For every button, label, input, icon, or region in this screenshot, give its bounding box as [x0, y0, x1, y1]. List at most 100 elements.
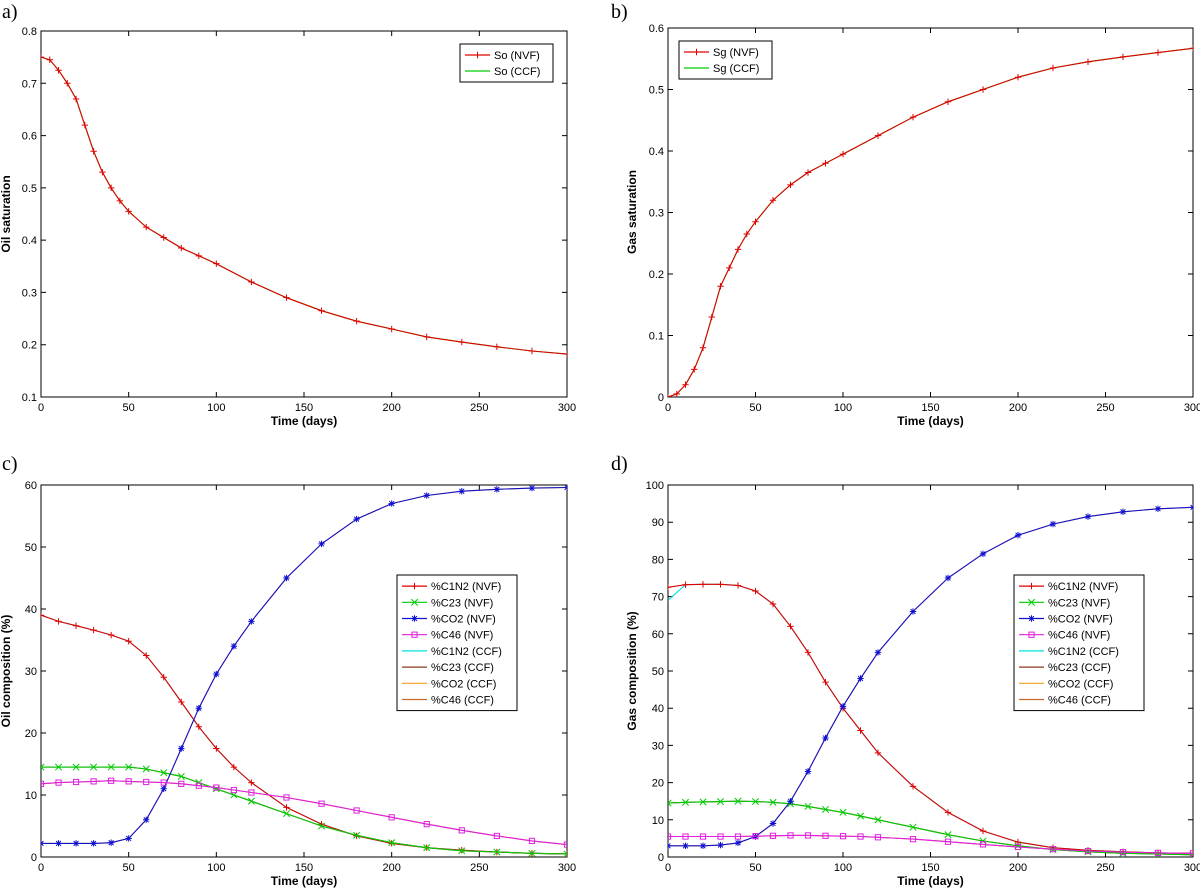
data-point	[563, 841, 567, 848]
data-point	[716, 798, 725, 806]
data-point	[213, 745, 220, 752]
data-point	[874, 749, 882, 757]
y-tick-label: 40	[25, 604, 37, 616]
data-point	[54, 763, 63, 771]
data-point	[353, 317, 360, 325]
data-point	[90, 763, 98, 771]
data-point	[1049, 846, 1057, 853]
x-tick-label: 50	[749, 402, 761, 414]
x-tick-label: 100	[207, 862, 225, 874]
data-point	[160, 779, 167, 786]
data-point	[528, 347, 536, 355]
legend-marker	[474, 51, 481, 59]
data-point	[821, 805, 830, 813]
data-point	[769, 600, 777, 608]
data-point	[41, 612, 45, 619]
data-point	[107, 763, 115, 771]
data-point	[72, 840, 80, 847]
legend-item: %C1N2 (NVF)	[1019, 581, 1118, 593]
legend-marker	[411, 631, 418, 638]
legend-item: %CO2 (CCF)	[1019, 678, 1113, 690]
data-point	[856, 812, 865, 820]
x-tick-label: 250	[470, 402, 488, 414]
x-axis-label: Time (days)	[897, 414, 963, 428]
legend-marker	[1028, 631, 1035, 638]
data-point	[743, 230, 750, 238]
y-tick-label: 70	[652, 592, 664, 604]
data-layer	[668, 45, 1193, 397]
data-point	[160, 674, 167, 681]
data-point	[944, 809, 952, 816]
panel-letter: a)	[2, 1, 18, 23]
y-tick-label: 40	[652, 703, 664, 715]
data-point	[72, 95, 80, 103]
data-point	[752, 587, 759, 595]
legend-label: So (CCF)	[494, 66, 540, 78]
data-point	[1014, 532, 1022, 539]
legend-item: Sg (CCF)	[684, 63, 759, 75]
data-point	[1084, 847, 1092, 855]
data-point	[708, 313, 715, 321]
x-tick-label: 250	[1096, 402, 1114, 414]
legend-item: %C46 (NVF)	[402, 630, 493, 642]
data-point	[160, 234, 167, 241]
data-point	[804, 649, 812, 656]
series-line-c46-nvf	[668, 834, 1193, 854]
data-point	[125, 778, 132, 785]
data-point	[283, 294, 290, 301]
data-point	[944, 574, 952, 582]
data-point	[787, 181, 794, 189]
data-point	[143, 778, 150, 786]
data-point	[944, 98, 952, 105]
data-point	[116, 197, 124, 205]
data-point	[493, 832, 500, 840]
y-tick-label: 0	[658, 852, 664, 864]
y-tick-label: 10	[25, 790, 37, 802]
y-tick-label: 0	[31, 852, 37, 864]
data-point	[41, 840, 45, 847]
y-tick-label: 0.3	[649, 208, 664, 220]
legend-item: Sg (NVF)	[684, 47, 759, 59]
data-point	[318, 800, 325, 807]
legend-label: %C46 (NVF)	[431, 630, 493, 642]
chart-panel-2: b) 0 50 100 150 200 250 300 0 0.1 0.2 0.3 0.4 0.5 0.6 T…	[611, 1, 1200, 428]
data-point	[699, 798, 707, 806]
data-point	[72, 622, 80, 629]
data-point	[979, 550, 987, 558]
legend-marker	[410, 598, 419, 606]
legend-marker	[411, 615, 418, 622]
x-axis-label: Time (days)	[271, 414, 337, 428]
data-point	[804, 832, 812, 839]
chart-panel-1: a) 0 50 100 150 200 250 300 0.1 0.2 0.3 0.4 0.5 0.6 0.…	[0, 1, 576, 428]
data-point	[230, 643, 238, 650]
legend-box	[1013, 574, 1145, 712]
y-tick-label: 0.1	[649, 331, 664, 343]
legend-label: %CO2 (CCF)	[431, 678, 496, 690]
legend-marker	[1027, 598, 1036, 606]
chart-panel-3: c) 0 50 100 150 200 250 300 0 10 20 30 40 50 60 Time (d…	[0, 453, 576, 888]
data-point	[72, 778, 80, 786]
y-tick-label: 90	[652, 517, 664, 529]
x-tick-label: 250	[1096, 862, 1114, 874]
y-tick-label: 60	[652, 629, 664, 641]
x-tick-label: 50	[123, 402, 135, 414]
data-point	[247, 797, 255, 805]
data-point	[804, 169, 812, 176]
data-point	[178, 780, 185, 787]
data-point	[699, 344, 707, 351]
legend-label: %C23 (CCF)	[431, 662, 494, 674]
legend: %C1N2 (NVF) %C23 (NVF) %CO2 (NVF) %C46 (NVF…	[396, 574, 518, 712]
data-point	[682, 581, 689, 588]
data-point	[230, 786, 237, 794]
data-point	[787, 832, 794, 839]
legend-label: Sg (CCF)	[713, 63, 759, 75]
data-point	[699, 833, 707, 840]
y-tick-label: 0.8	[22, 26, 37, 38]
data-point	[563, 850, 567, 857]
data-point	[458, 847, 466, 855]
legend-label: %C1N2 (CCF)	[1048, 646, 1119, 658]
x-tick-label: 200	[1009, 862, 1027, 874]
y-tick-label: 30	[652, 740, 664, 752]
data-point	[55, 840, 62, 847]
legend-label: %C23 (NVF)	[431, 597, 493, 609]
